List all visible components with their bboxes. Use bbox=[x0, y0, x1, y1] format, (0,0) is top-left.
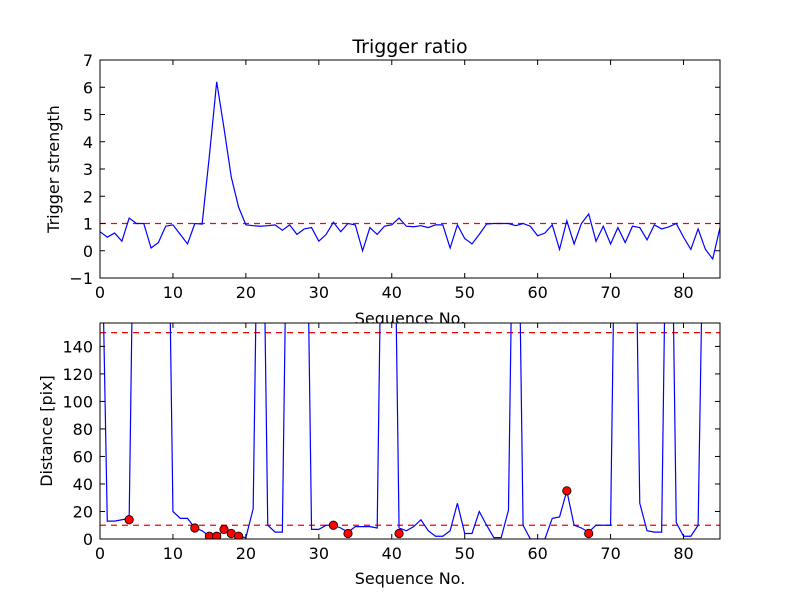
trigger-x-tick-label: 0 bbox=[95, 283, 105, 302]
trigger-y-tick-label: 5 bbox=[83, 106, 93, 125]
detection-point bbox=[219, 524, 229, 534]
distance-series-tail bbox=[697, 323, 703, 526]
distance-y-tick-label: 140 bbox=[62, 337, 93, 356]
distance-y-tick-label: 80 bbox=[73, 420, 93, 439]
distance-series-line bbox=[103, 323, 699, 539]
trigger-y-axis-label: Trigger strength bbox=[44, 105, 63, 234]
trigger-plot-area bbox=[100, 81, 720, 261]
detection-point bbox=[124, 515, 134, 525]
trigger-x-tick-label: 20 bbox=[236, 283, 256, 302]
distance-x-tick-label: 10 bbox=[163, 544, 183, 563]
distance-x-axis-label: Sequence No. bbox=[355, 569, 466, 588]
trigger-y-tick-label: 7 bbox=[83, 51, 93, 70]
trigger-x-tick-label: 30 bbox=[309, 283, 329, 302]
detection-point bbox=[343, 528, 353, 539]
distance-y-tick-label: 40 bbox=[73, 475, 93, 494]
detection-point bbox=[562, 486, 572, 496]
trigger-y-tick-label: 6 bbox=[83, 78, 93, 97]
detection-point bbox=[190, 523, 200, 533]
trigger-y-tick-label: 1 bbox=[83, 215, 93, 234]
distance-x-tick-label: 20 bbox=[236, 544, 256, 563]
distance-y-tick-label: 0 bbox=[83, 530, 93, 549]
distance-plot-background bbox=[100, 323, 720, 539]
trigger-y-tick-label: 4 bbox=[83, 133, 93, 152]
trigger-series-line bbox=[100, 81, 720, 261]
distance-x-tick-label: 50 bbox=[455, 544, 475, 563]
distance-x-tick-label: 70 bbox=[600, 544, 620, 563]
trigger-y-tick-label: 2 bbox=[83, 187, 93, 206]
trigger-y-tick-label: 3 bbox=[83, 160, 93, 179]
distance-x-tick-label: 80 bbox=[673, 544, 693, 563]
distance-plot-area bbox=[100, 323, 720, 539]
trigger-y-tick-label: 0 bbox=[83, 242, 93, 261]
detection-point bbox=[233, 531, 244, 539]
distance-x-tick-label: 60 bbox=[527, 544, 547, 563]
distance-y-tick-label: 60 bbox=[73, 447, 93, 466]
distance-axes-frame bbox=[99, 322, 721, 540]
distance-ticks: 0 10 20 30 40 50 60 70 80 0 20 40 60 80 100 120 140 bbox=[62, 323, 720, 563]
detection-point bbox=[328, 520, 339, 530]
detection-point bbox=[394, 528, 404, 539]
trigger-x-tick-label: 40 bbox=[382, 283, 402, 302]
distance-chart: 0 10 20 30 40 50 60 70 80 0 20 40 60 80 100 120 140 Sequ… bbox=[37, 322, 721, 588]
distance-y-tick-label: 120 bbox=[62, 365, 93, 384]
trigger-plot-background bbox=[100, 60, 720, 278]
detection-point bbox=[212, 531, 222, 539]
distance-y-axis-label: Distance [pix] bbox=[37, 375, 56, 487]
trigger-y-tick-label: −1 bbox=[69, 269, 93, 288]
trigger-x-tick-label: 80 bbox=[673, 283, 693, 302]
distance-x-tick-label: 40 bbox=[382, 544, 402, 563]
distance-x-tick-label: 30 bbox=[309, 544, 329, 563]
distance-y-tick-label: 20 bbox=[73, 502, 93, 521]
trigger-x-tick-label: 50 bbox=[455, 283, 475, 302]
trigger-x-tick-label: 70 bbox=[600, 283, 620, 302]
chart-title: Trigger ratio bbox=[351, 36, 467, 58]
trigger-axes-frame bbox=[99, 59, 721, 279]
detection-point bbox=[584, 528, 594, 539]
trigger-x-tick-label: 60 bbox=[527, 283, 547, 302]
trigger-x-tick-label: 10 bbox=[163, 283, 183, 302]
distance-x-tick-label: 0 bbox=[95, 544, 105, 563]
distance-y-tick-label: 100 bbox=[62, 392, 93, 411]
